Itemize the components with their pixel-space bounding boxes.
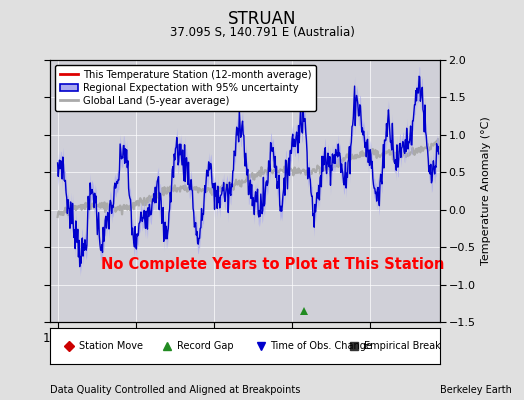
Y-axis label: Temperature Anomaly (°C): Temperature Anomaly (°C)	[481, 117, 491, 265]
Text: No Complete Years to Plot at This Station: No Complete Years to Plot at This Statio…	[101, 257, 444, 272]
Text: 37.095 S, 140.791 E (Australia): 37.095 S, 140.791 E (Australia)	[170, 26, 354, 39]
Text: Empirical Break: Empirical Break	[364, 341, 441, 351]
Text: Station Move: Station Move	[79, 341, 143, 351]
Text: Time of Obs. Change: Time of Obs. Change	[270, 341, 372, 351]
Legend: This Temperature Station (12-month average), Regional Expectation with 95% uncer: This Temperature Station (12-month avera…	[55, 65, 316, 111]
Text: Data Quality Controlled and Aligned at Breakpoints: Data Quality Controlled and Aligned at B…	[50, 385, 300, 395]
Text: Record Gap: Record Gap	[177, 341, 233, 351]
Text: STRUAN: STRUAN	[228, 10, 296, 28]
Text: Berkeley Earth: Berkeley Earth	[440, 385, 512, 395]
